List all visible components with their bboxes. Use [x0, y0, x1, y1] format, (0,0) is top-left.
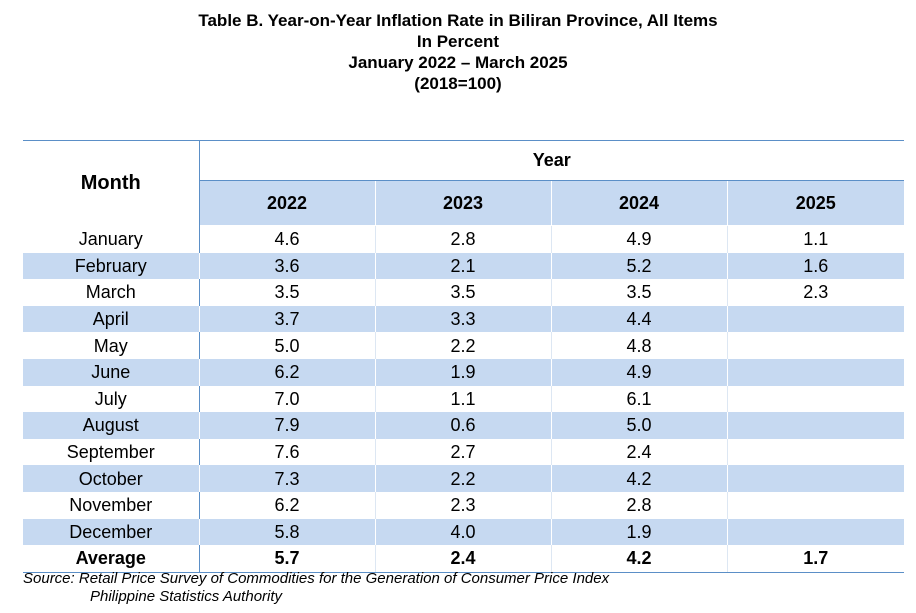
- year-header-2024: 2024: [551, 180, 728, 226]
- value-cell: 6.1: [551, 385, 728, 413]
- value-cell: 4.6: [199, 225, 376, 253]
- month-cell: February: [23, 252, 200, 280]
- table-row: August 7.9 0.6 5.0: [23, 412, 905, 439]
- value-cell: [727, 491, 905, 519]
- month-cell: August: [23, 412, 200, 439]
- value-cell: 3.5: [551, 279, 728, 306]
- value-cell: 5.8: [199, 518, 376, 546]
- value-cell: 2.8: [551, 491, 728, 519]
- month-cell: May: [23, 332, 200, 359]
- value-cell: [727, 518, 905, 546]
- year-header-2025: 2025: [727, 180, 905, 226]
- table-row: September 7.6 2.7 2.4: [23, 438, 905, 466]
- month-cell: March: [23, 279, 200, 306]
- value-cell: 2.1: [375, 252, 552, 280]
- value-cell: [727, 412, 905, 439]
- source-note: Source: Retail Price Survey of Commoditi…: [23, 570, 609, 606]
- table-row: December 5.8 4.0 1.9: [23, 518, 905, 546]
- value-cell: [727, 465, 905, 492]
- value-cell: 2.3: [375, 491, 552, 519]
- value-cell: 4.8: [551, 332, 728, 359]
- value-cell: 2.2: [375, 465, 552, 492]
- value-cell: 2.7: [375, 438, 552, 466]
- value-cell: 2.3: [727, 279, 905, 306]
- value-cell: 7.6: [199, 438, 376, 466]
- value-cell: 2.4: [551, 438, 728, 466]
- month-cell: September: [23, 438, 200, 466]
- value-cell: [727, 332, 905, 359]
- average-value: 2.4: [375, 545, 552, 573]
- value-cell: 6.2: [199, 358, 376, 386]
- source-line-1: Source: Retail Price Survey of Commoditi…: [23, 570, 610, 587]
- month-cell: January: [23, 225, 200, 253]
- value-cell: 7.3: [199, 465, 376, 492]
- title-line-4: (2018=100): [414, 74, 502, 93]
- value-cell: 4.9: [551, 225, 728, 253]
- value-cell: 3.5: [199, 279, 376, 306]
- value-cell: 3.5: [375, 279, 552, 306]
- value-cell: 1.9: [375, 358, 552, 386]
- average-value: 1.7: [727, 545, 905, 573]
- value-cell: 7.0: [199, 385, 376, 413]
- table-row: October 7.3 2.2 4.2: [23, 465, 905, 492]
- month-column-header: Month: [23, 140, 200, 226]
- average-value: 4.2: [551, 545, 728, 573]
- month-cell: November: [23, 491, 200, 519]
- source-line-2: Philippine Statistics Authority: [90, 588, 283, 605]
- value-cell: 2.8: [375, 225, 552, 253]
- month-cell: June: [23, 358, 200, 386]
- month-cell: October: [23, 465, 200, 492]
- value-cell: 3.6: [199, 252, 376, 280]
- table-row: April 3.7 3.3 4.4: [23, 305, 905, 333]
- value-cell: 4.9: [551, 358, 728, 386]
- value-cell: [727, 438, 905, 466]
- value-cell: 3.3: [375, 305, 552, 333]
- month-cell: December: [23, 518, 200, 546]
- value-cell: [727, 385, 905, 413]
- average-label: Average: [23, 545, 200, 573]
- table-title: Table B. Year-on-Year Inflation Rate in …: [0, 10, 916, 94]
- year-group-header: Year: [199, 140, 905, 181]
- title-line-3: January 2022 – March 2025: [348, 53, 568, 72]
- year-header-2022: 2022: [199, 180, 376, 226]
- value-cell: 2.2: [375, 332, 552, 359]
- title-line-1: Table B. Year-on-Year Inflation Rate in …: [198, 11, 718, 30]
- value-cell: 3.7: [199, 305, 376, 333]
- value-cell: 7.9: [199, 412, 376, 439]
- inflation-table: Month Year 2022 2023 2024 2025 January 4…: [23, 140, 905, 573]
- value-cell: [727, 305, 905, 333]
- value-cell: [727, 358, 905, 386]
- table-row: July 7.0 1.1 6.1: [23, 385, 905, 413]
- value-cell: 0.6: [375, 412, 552, 439]
- average-row: Average 5.7 2.4 4.2 1.7: [23, 545, 905, 573]
- year-header-2023: 2023: [375, 180, 552, 226]
- value-cell: 6.2: [199, 491, 376, 519]
- value-cell: 1.9: [551, 518, 728, 546]
- value-cell: 5.2: [551, 252, 728, 280]
- table-row: January 4.6 2.8 4.9 1.1: [23, 225, 905, 253]
- value-cell: 1.1: [375, 385, 552, 413]
- month-cell: April: [23, 305, 200, 333]
- table-row: June 6.2 1.9 4.9: [23, 358, 905, 386]
- value-cell: 4.4: [551, 305, 728, 333]
- table-row: May 5.0 2.2 4.8: [23, 332, 905, 359]
- value-cell: 5.0: [551, 412, 728, 439]
- month-cell: July: [23, 385, 200, 413]
- value-cell: 4.2: [551, 465, 728, 492]
- table-row: February 3.6 2.1 5.2 1.6: [23, 252, 905, 280]
- title-line-2: In Percent: [416, 32, 500, 51]
- value-cell: 1.6: [727, 252, 905, 280]
- table-row: March 3.5 3.5 3.5 2.3: [23, 279, 905, 306]
- average-value: 5.7: [199, 545, 376, 573]
- value-cell: 1.1: [727, 225, 905, 253]
- value-cell: 5.0: [199, 332, 376, 359]
- table-row: November 6.2 2.3 2.8: [23, 491, 905, 519]
- value-cell: 4.0: [375, 518, 552, 546]
